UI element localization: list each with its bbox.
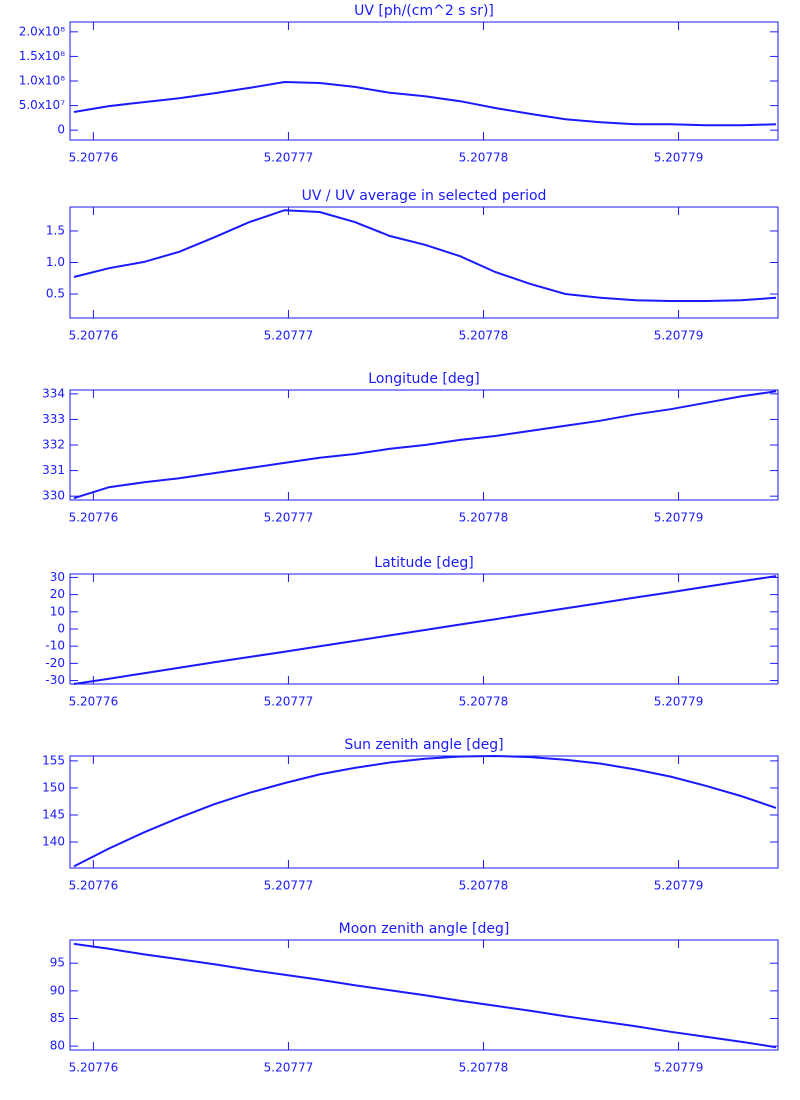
y-tick-label: -30 bbox=[45, 673, 65, 687]
data-line bbox=[73, 80, 777, 127]
x-tick-label: 5.20778 bbox=[459, 1061, 509, 1075]
y-tick-label: 1.5x10⁸ bbox=[19, 49, 65, 63]
y-tick-label: -20 bbox=[45, 656, 65, 670]
y-tick-label: 1.5 bbox=[46, 223, 65, 237]
x-tick-label: 5.20779 bbox=[654, 511, 704, 525]
y-tick-label: 0 bbox=[57, 123, 65, 137]
x-tick-label: 5.20778 bbox=[459, 151, 509, 165]
data-line bbox=[73, 942, 777, 1049]
x-tick-label: 5.20777 bbox=[264, 1061, 314, 1075]
y-tick-label: 85 bbox=[50, 1011, 65, 1025]
x-tick-label: 5.20776 bbox=[69, 151, 119, 165]
data-line bbox=[73, 575, 777, 685]
x-tick-label: 5.20776 bbox=[69, 329, 119, 343]
y-tick-label: 330 bbox=[42, 489, 65, 503]
y-tick-label: 30 bbox=[50, 570, 65, 584]
plot-frame bbox=[69, 939, 779, 1051]
x-tick-label: 5.20776 bbox=[69, 695, 119, 709]
y-tick-label: 90 bbox=[50, 983, 65, 997]
y-tick-label: 95 bbox=[50, 956, 65, 970]
chart-title: Sun zenith angle [deg] bbox=[344, 737, 503, 753]
y-tick-label: 333 bbox=[42, 412, 65, 426]
x-tick-label: 5.20779 bbox=[654, 151, 704, 165]
y-tick-label: 331 bbox=[42, 463, 65, 477]
chart-title: Latitude [deg] bbox=[374, 555, 473, 571]
y-tick-label: 1.0x10⁸ bbox=[19, 74, 65, 88]
x-tick-label: 5.20779 bbox=[654, 1061, 704, 1075]
y-tick-label: 20 bbox=[50, 587, 65, 601]
x-tick-label: 5.20779 bbox=[654, 695, 704, 709]
y-tick-label: 5.0x10⁷ bbox=[19, 98, 65, 112]
y-tick-label: 332 bbox=[42, 438, 65, 452]
y-tick-label: 140 bbox=[42, 835, 65, 849]
x-tick-label: 5.20778 bbox=[459, 329, 509, 343]
x-tick-label: 5.20776 bbox=[69, 511, 119, 525]
y-tick-label: -10 bbox=[45, 639, 65, 653]
plot-frame bbox=[69, 21, 779, 141]
y-tick-label: 1.0 bbox=[46, 255, 65, 269]
x-tick-label: 5.20777 bbox=[264, 511, 314, 525]
x-tick-label: 5.20777 bbox=[264, 695, 314, 709]
x-tick-label: 5.20777 bbox=[264, 879, 314, 893]
y-tick-label: 150 bbox=[42, 780, 65, 794]
x-tick-label: 5.20778 bbox=[459, 695, 509, 709]
x-tick-label: 5.20776 bbox=[69, 1061, 119, 1075]
y-tick-label: 155 bbox=[42, 753, 65, 767]
x-tick-label: 5.20779 bbox=[654, 879, 704, 893]
y-tick-label: 145 bbox=[42, 807, 65, 821]
plot-frame bbox=[69, 755, 779, 869]
chart-title: UV / UV average in selected period bbox=[302, 188, 547, 204]
x-tick-label: 5.20778 bbox=[459, 511, 509, 525]
y-tick-label: 80 bbox=[50, 1039, 65, 1053]
data-line bbox=[73, 209, 777, 302]
x-tick-label: 5.20779 bbox=[654, 329, 704, 343]
y-tick-label: 334 bbox=[42, 386, 65, 400]
y-tick-label: 0.5 bbox=[46, 287, 65, 301]
x-tick-label: 5.20776 bbox=[69, 879, 119, 893]
y-tick-label: 2.0x10⁸ bbox=[19, 24, 65, 38]
y-tick-label: 10 bbox=[50, 604, 65, 618]
chart-title: Moon zenith angle [deg] bbox=[339, 921, 510, 937]
x-tick-label: 5.20777 bbox=[264, 329, 314, 343]
chart-title: Longitude [deg] bbox=[368, 371, 479, 387]
x-tick-label: 5.20778 bbox=[459, 879, 509, 893]
y-tick-label: 0 bbox=[57, 622, 65, 636]
x-tick-label: 5.20777 bbox=[264, 151, 314, 165]
chart-title: UV [ph/(cm^2 s sr)] bbox=[354, 3, 494, 19]
data-line bbox=[73, 754, 777, 868]
data-line bbox=[73, 390, 777, 500]
